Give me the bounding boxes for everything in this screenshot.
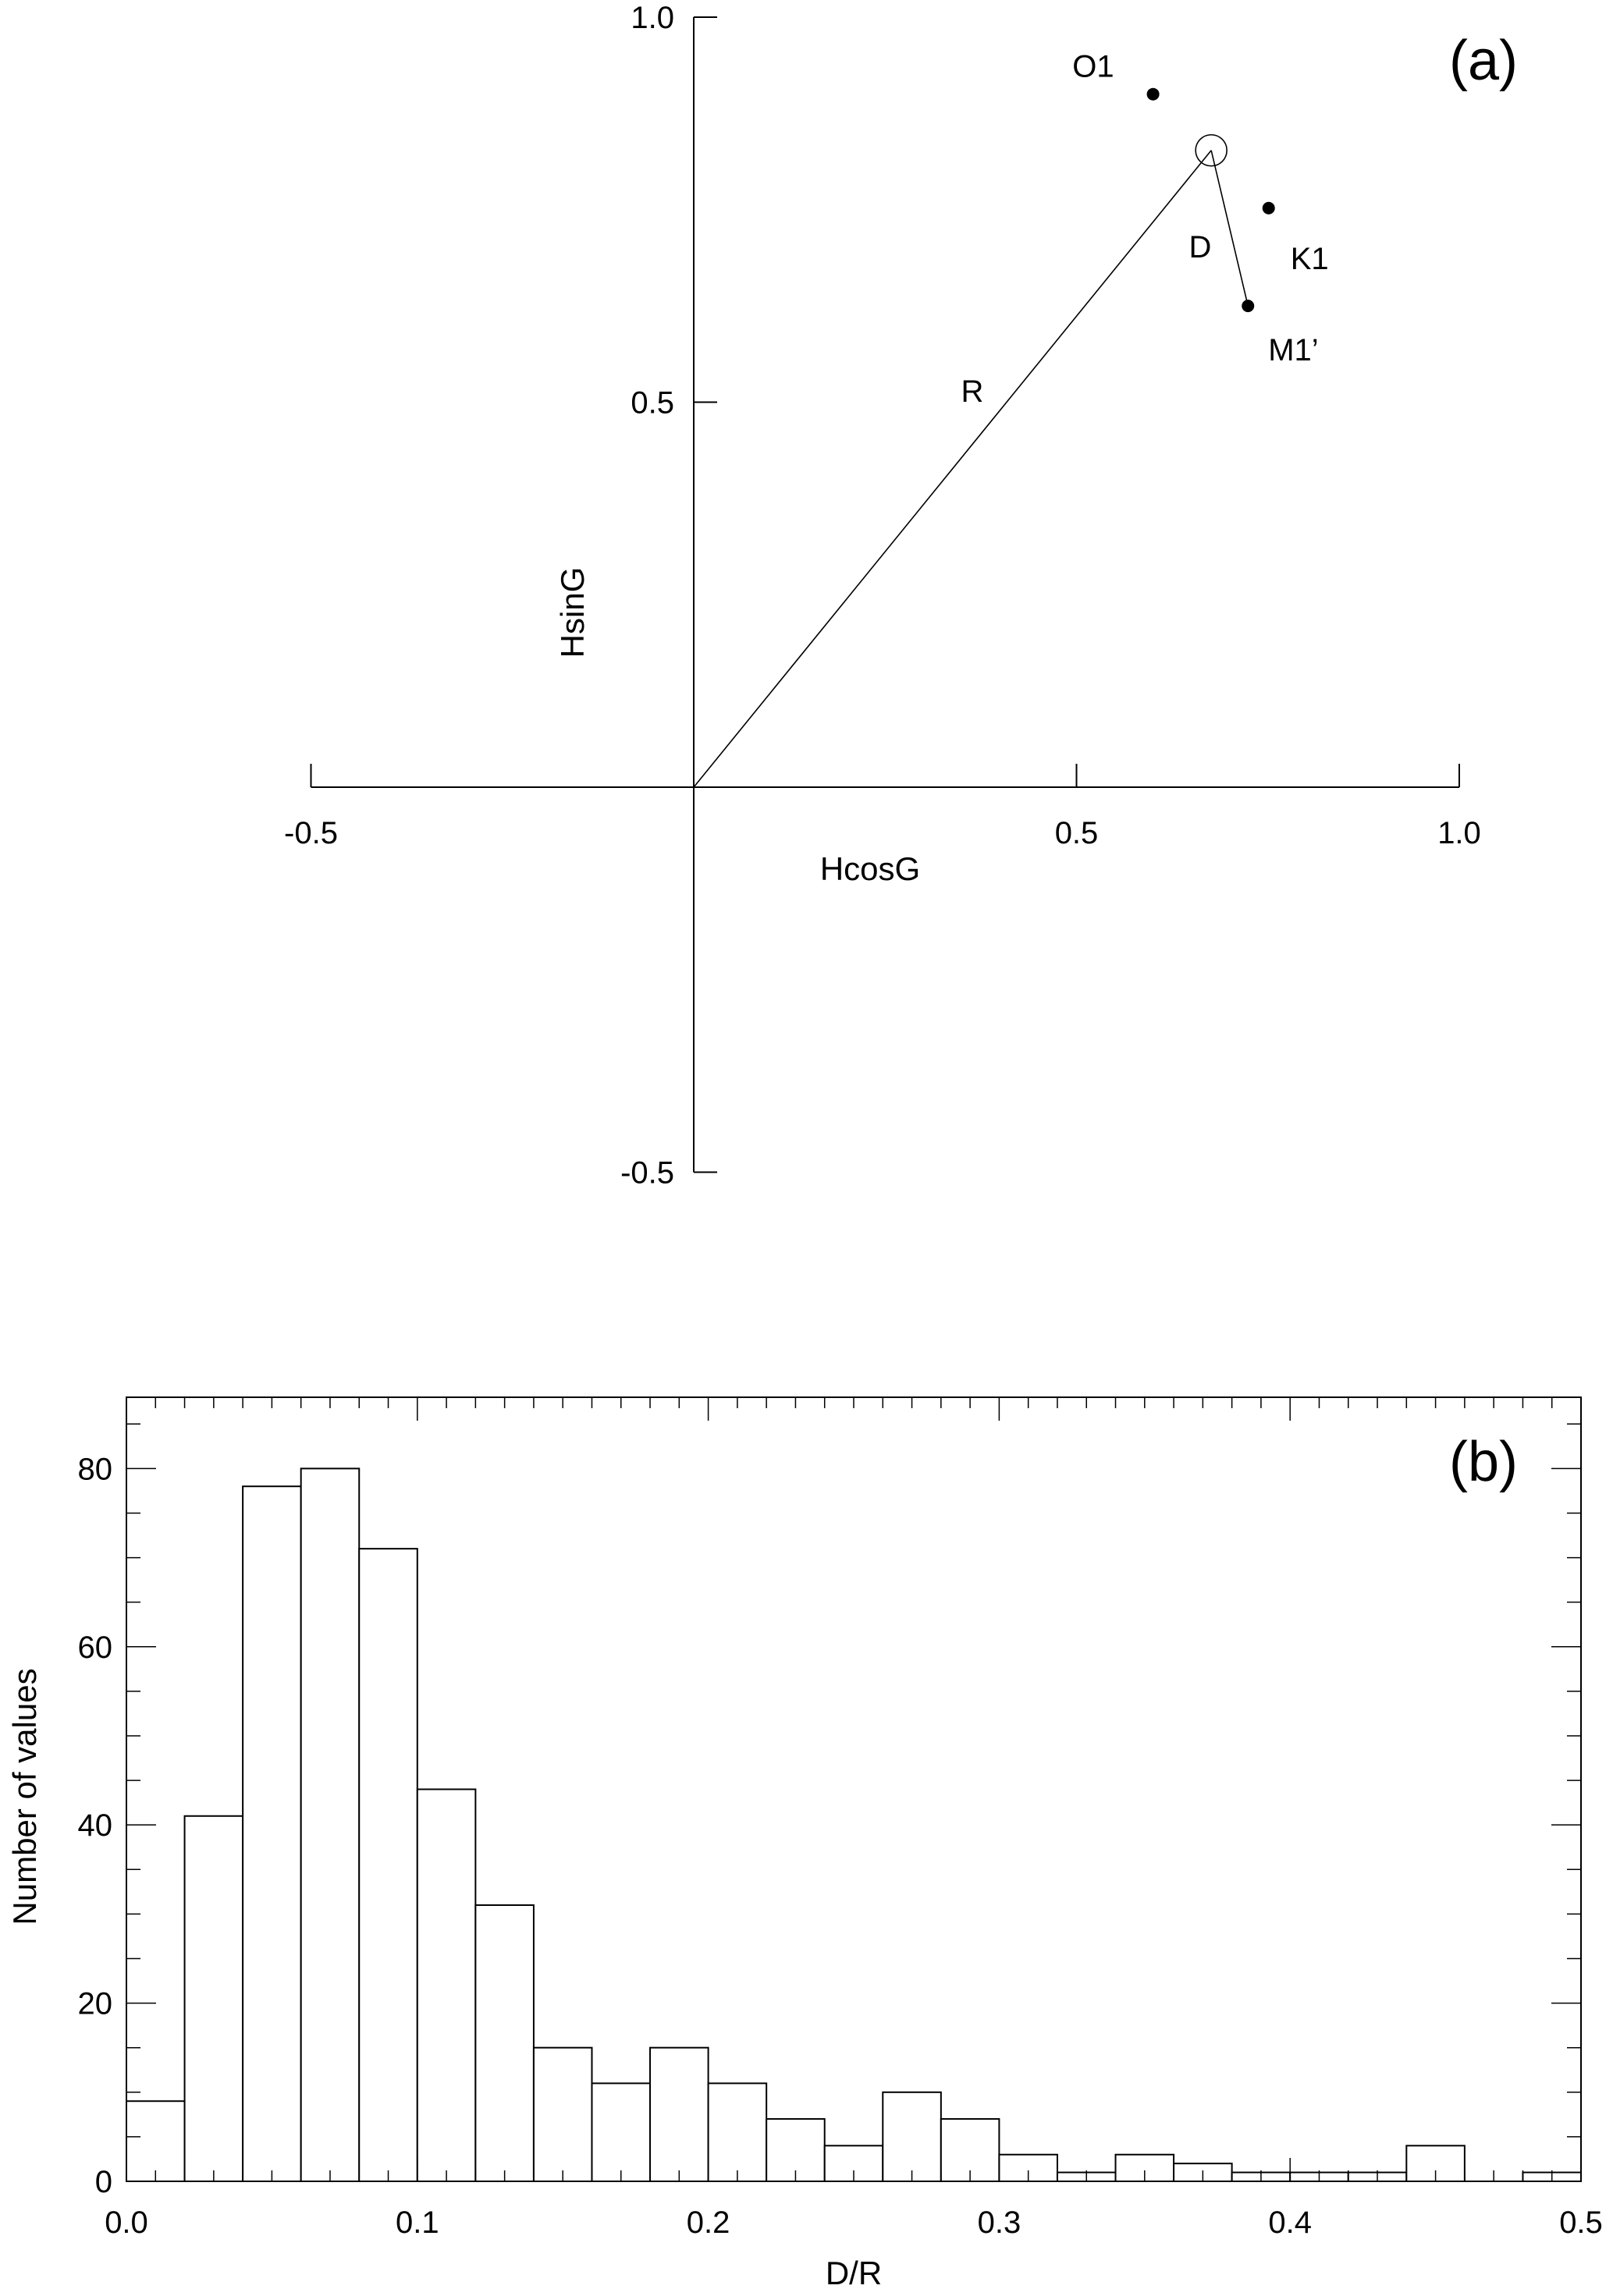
histogram-bar [474,1904,535,2182]
x-tick-label: 1.0 [1437,816,1481,850]
panel-b-histogram: 0.0 0.1 0.2 0.3 0.4 0.5 0 20 40 60 80 D/R Number of … [6,1396,1603,2291]
data-point [1242,300,1255,313]
d-difference-line [1210,150,1249,307]
histogram-bar [707,2082,768,2182]
x-tick-label: 0.0 [105,2206,148,2240]
y-tick-label: 0 [95,2165,112,2199]
x-tick-label: 0.5 [1055,816,1099,850]
y-axis-label: Number of values [6,1668,43,1925]
x-axis-label: D/R [826,2255,882,2291]
point-label: K1 [1291,242,1329,276]
y-tick-label: 0.5 [631,386,674,421]
y-tick-label: 60 [78,1631,113,1665]
x-tick-label: -0.5 [284,816,338,850]
histogram-bar [649,2046,709,2182]
data-point [1146,87,1160,101]
y-axis-label: HsinG [554,567,591,658]
histogram-bar [882,2091,942,2182]
y-tick-label: 80 [78,1452,113,1486]
panel-a-phasor-diagram: -0.5 0.5 1.0 1.0 0.5 -0.5 HcosG HsinG (a) R D O1 K1 M… [284,1,1518,1191]
data-point [1262,201,1275,215]
r-label: R [961,374,984,409]
histogram-bar [358,1548,418,2182]
y-tick-label: 20 [78,1987,113,2021]
r-vector-line [693,150,1212,788]
x-tick-label: 0.2 [687,2206,730,2240]
x-tick-label: 0.3 [978,2206,1021,2240]
histogram-bar [126,2100,186,2182]
x-tick-label: 0.5 [1559,2206,1603,2240]
histogram-bar [416,1788,477,2182]
histogram-bar [532,2046,593,2182]
histogram-bar [591,2082,652,2182]
y-tick-label: -0.5 [620,1156,674,1191]
x-axis-label: HcosG [820,850,920,887]
point-label: M1’ [1268,333,1318,367]
point-label: O1 [1072,50,1114,84]
histogram-bar [300,1467,361,2182]
x-tick-label: 0.1 [396,2206,439,2240]
y-tick-label: 40 [78,1808,113,1843]
d-label: D [1189,230,1212,264]
histogram-bar [183,1815,244,2183]
panel-label: (b) [1449,1431,1518,1493]
y-tick-label: 1.0 [631,1,674,35]
mean-point-circle [1195,133,1228,167]
x-tick-label: 0.4 [1268,2206,1312,2240]
panel-label: (a) [1449,30,1518,92]
histogram-bar [242,1485,302,2183]
